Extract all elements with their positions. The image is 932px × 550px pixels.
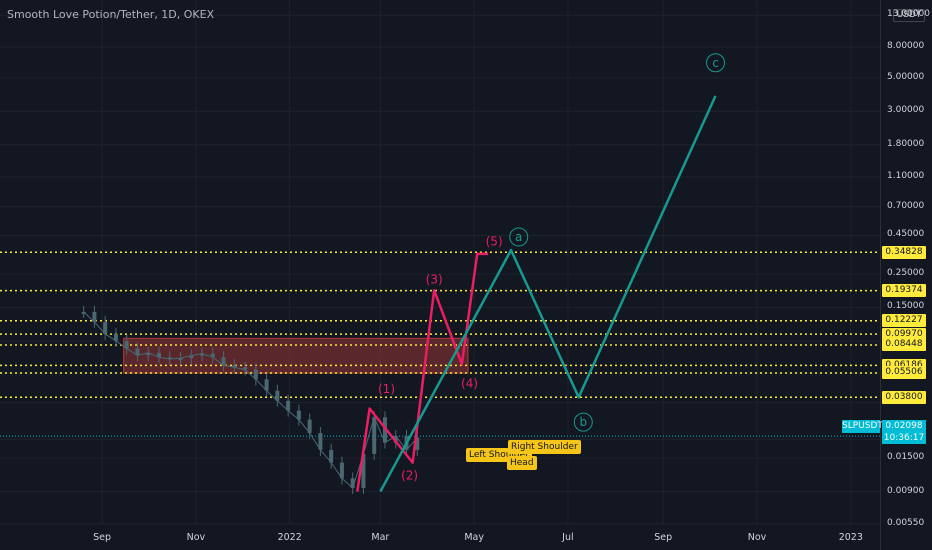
level-label: 0.08448 [882, 338, 926, 352]
right-shoulder-tag: Right Shoulder [508, 440, 581, 454]
wave-label: a [515, 230, 522, 244]
level-label: 0.34828 [882, 245, 926, 259]
candle-body [189, 355, 194, 359]
y-tick-label: 13.00000 [887, 9, 930, 20]
candle-body [382, 417, 387, 443]
symbol-label: SLPUSDT [842, 420, 883, 433]
x-tick-label: 2022 [277, 532, 302, 543]
price-axis-divider [880, 0, 881, 550]
candle-body [339, 462, 344, 479]
candle-body [350, 478, 355, 488]
y-tick-label: 0.45000 [887, 229, 925, 240]
wave-label: (5) [486, 235, 503, 249]
y-tick-label: 0.25000 [887, 267, 925, 278]
wave-label: (2) [401, 468, 418, 482]
wave-label: (3) [426, 272, 443, 286]
candle-body [135, 348, 140, 356]
candle-body [318, 433, 323, 450]
wave-label: c [712, 56, 719, 70]
head-tag: Head [507, 456, 537, 470]
candle-body [156, 352, 161, 358]
candle-body [232, 365, 237, 368]
y-tick-label: 3.00000 [887, 105, 925, 116]
level-label: 0.03800 [882, 390, 926, 404]
unit-label[interactable]: USDT [893, 9, 925, 22]
correction-wave-line [379, 95, 717, 493]
y-tick-label: 0.70000 [887, 200, 925, 211]
candle-body [286, 400, 291, 411]
candle-body [81, 311, 86, 314]
wave-label: (1) [378, 382, 395, 396]
candle-body [296, 410, 301, 420]
candle-body [372, 417, 377, 454]
candle-body [361, 453, 366, 488]
candle-body [113, 333, 118, 341]
x-tick-label: Nov [747, 532, 767, 543]
level-label: 0.09970 [882, 327, 926, 341]
y-tick-label: 0.00550 [887, 517, 925, 528]
y-tick-label: 0.15000 [887, 301, 925, 312]
wave-label: b [579, 415, 587, 429]
candle-body [253, 369, 258, 380]
y-tick-label: 8.00000 [887, 41, 925, 52]
candle-body [415, 437, 420, 450]
candle-body [92, 311, 97, 323]
y-tick-label: 0.01500 [887, 452, 925, 463]
x-tick-label: Mar [371, 532, 390, 543]
candle-body [264, 379, 269, 391]
candle-body [103, 322, 108, 334]
wave-labels: (1) (2) (3) (4) (5) a b c [378, 53, 726, 482]
y-tick-label: 5.00000 [887, 71, 925, 82]
candle-body [307, 419, 312, 434]
chart-title: Smooth Love Potion/Tether, 1D, OKEX [7, 8, 215, 21]
candle-body [167, 357, 172, 360]
wave-label-circle [573, 412, 593, 432]
level-label: 0.12227 [882, 314, 926, 328]
countdown-value: 10:36:17 [883, 433, 925, 443]
x-tick-label: Sep [93, 532, 112, 543]
candle-body [178, 358, 183, 361]
resistance-zone [123, 337, 469, 374]
x-tick-label: Jul [562, 532, 574, 543]
candle-body [329, 449, 334, 463]
wave-label: (4) [461, 376, 478, 390]
candle-body [275, 390, 280, 401]
y-tick-label: 1.80000 [887, 138, 925, 149]
candle-body [146, 352, 151, 356]
chart-grid [0, 0, 880, 525]
wave-label-circle [706, 53, 726, 73]
candle-body [243, 367, 248, 370]
candle-body [210, 353, 215, 358]
zone-rect [123, 337, 469, 374]
x-tick-label: 2023 [838, 532, 863, 543]
wave-lines [356, 95, 717, 493]
current-price-value: 0.02098 [885, 421, 923, 431]
impulse-wave-line [356, 252, 488, 492]
level-label: 0.19374 [882, 284, 926, 298]
candle-body [124, 340, 129, 349]
y-tick-label: 1.10000 [887, 170, 925, 181]
x-tick-label: May [464, 532, 484, 543]
x-tick-label: Sep [654, 532, 673, 543]
y-tick-label: 0.00900 [887, 485, 925, 496]
candle-body [221, 357, 226, 366]
level-label: 0.05506 [882, 366, 926, 380]
candle-body [200, 353, 205, 356]
current-price-label: 0.02098 10:36:17 [882, 420, 926, 444]
wave-label-circle [509, 227, 529, 247]
x-tick-label: Nov [186, 532, 206, 543]
horizontal-levels [0, 251, 880, 437]
